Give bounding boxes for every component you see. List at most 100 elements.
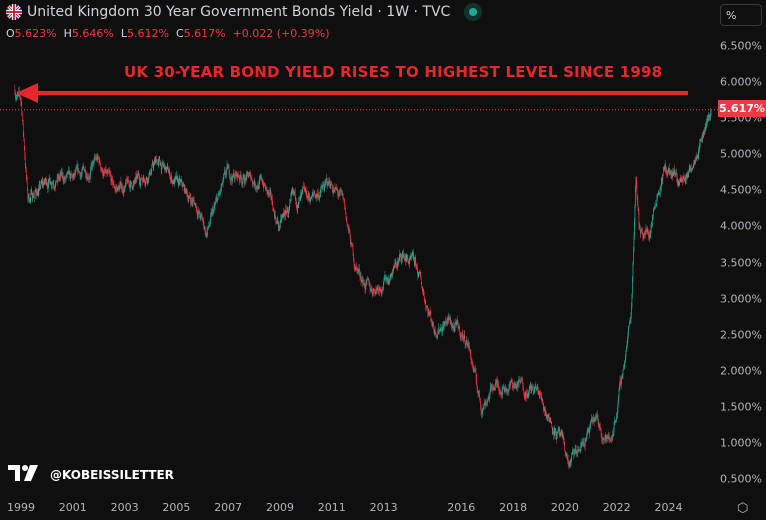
candle-body <box>27 189 29 199</box>
candle-body <box>109 171 110 173</box>
candle-body <box>464 335 465 341</box>
candle-body <box>374 289 375 291</box>
candle-body <box>253 182 254 184</box>
candle-body <box>156 161 158 163</box>
candle-body <box>396 265 398 268</box>
candle-body <box>516 387 518 388</box>
candle-body <box>370 289 371 292</box>
candle-body <box>552 427 554 431</box>
candle-body <box>134 180 135 182</box>
market-status-dot[interactable] <box>469 8 478 16</box>
candle-body <box>165 169 167 171</box>
unit-selector[interactable]: % <box>720 4 762 26</box>
candle-body <box>75 168 77 172</box>
candle-body <box>329 183 331 188</box>
candle-body <box>676 173 678 179</box>
candle-body <box>610 440 612 442</box>
candle-body <box>673 169 675 173</box>
candle-body <box>589 424 591 430</box>
candle-body <box>429 312 431 314</box>
candle-body <box>174 176 176 179</box>
candle-body <box>630 315 632 321</box>
candle-body <box>71 174 73 176</box>
candle-body <box>285 209 287 213</box>
candle-body <box>222 183 223 185</box>
candle-body <box>83 166 84 167</box>
candle-body <box>243 175 245 179</box>
candle-body <box>580 446 581 452</box>
candle-body <box>530 385 532 390</box>
candle-body <box>181 179 182 183</box>
candle-body <box>365 281 367 286</box>
x-tick-label: 2022 <box>602 501 631 514</box>
candle-body <box>657 196 658 199</box>
candle-body <box>189 196 191 199</box>
candle-body <box>632 278 633 295</box>
candle-body <box>655 205 656 207</box>
candle-body <box>242 178 244 184</box>
candle-body <box>130 181 132 185</box>
candle-body <box>238 176 240 178</box>
candle-body <box>482 408 484 409</box>
candle-body <box>177 179 178 181</box>
candle-body <box>514 384 516 386</box>
candle-body <box>114 186 115 189</box>
candle-body <box>438 328 439 334</box>
candle-body <box>316 194 317 197</box>
candle-body <box>500 393 502 395</box>
candle-body <box>631 294 633 308</box>
candle-body <box>281 217 283 220</box>
candle-body <box>61 171 62 175</box>
candle-body <box>277 220 278 222</box>
candle-body <box>675 174 677 175</box>
candle-body <box>328 182 329 184</box>
candle-body <box>633 251 634 264</box>
candle-body <box>131 181 132 183</box>
candle-body <box>269 193 270 195</box>
candle-body <box>347 224 348 226</box>
candle-body <box>499 390 500 392</box>
candle-body <box>577 449 579 452</box>
candle-body <box>412 252 414 257</box>
candle-body <box>77 168 79 171</box>
candle-body <box>535 385 536 387</box>
candle-body <box>183 185 185 191</box>
candle-body <box>317 192 318 196</box>
candle-body <box>68 169 70 175</box>
candle-body <box>598 422 599 427</box>
candle-body <box>527 393 528 398</box>
candle-body <box>609 437 610 440</box>
candle-body <box>291 191 293 193</box>
candle-body <box>559 432 561 437</box>
tradingview-logo <box>8 465 38 484</box>
candle-body <box>319 196 320 199</box>
candle-body <box>361 280 362 282</box>
candle-body <box>562 432 564 438</box>
candle-body <box>432 323 434 327</box>
candle-body <box>404 256 406 259</box>
candle-body <box>491 385 493 387</box>
candle-body <box>467 344 468 346</box>
candle-body <box>65 178 66 179</box>
candle-body <box>119 185 121 189</box>
candle-body <box>43 184 45 186</box>
candle-body <box>49 181 51 185</box>
candle-body <box>441 329 442 333</box>
candle-body <box>405 258 407 262</box>
candle-body <box>533 390 535 392</box>
candle-body <box>376 288 377 290</box>
candle-body <box>618 395 619 402</box>
candle-body <box>557 430 559 431</box>
settings-icon[interactable]: ⬡ <box>737 501 749 516</box>
candle-body <box>190 198 191 204</box>
candle-body <box>291 191 293 192</box>
candle-body <box>215 202 216 205</box>
candle-body <box>548 414 550 418</box>
candle-body <box>526 390 527 395</box>
candle-body <box>112 182 114 185</box>
candle-body <box>371 288 373 292</box>
candle-body <box>455 322 457 324</box>
candle-body <box>292 189 294 192</box>
candle-body <box>575 449 576 451</box>
